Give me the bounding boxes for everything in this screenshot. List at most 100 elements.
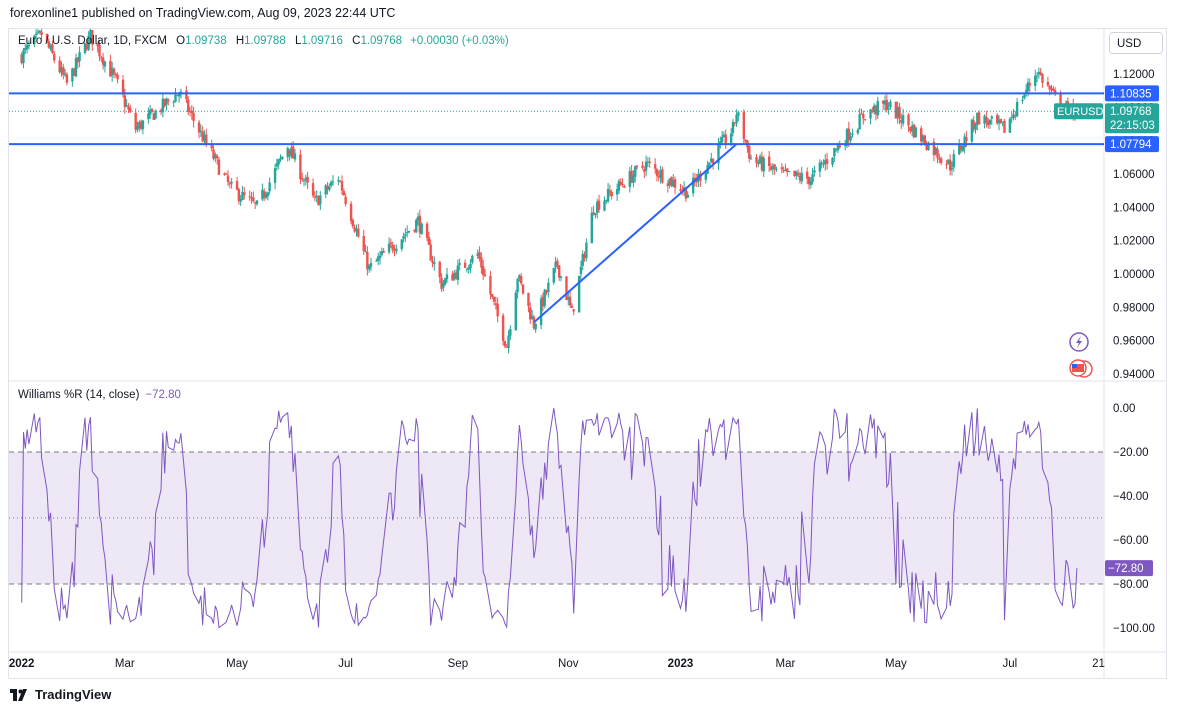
candle-body xyxy=(279,157,282,160)
candle-body xyxy=(655,169,659,176)
candle-body xyxy=(605,200,608,202)
candle-body xyxy=(545,290,548,293)
candle-body xyxy=(822,163,825,165)
candle-body xyxy=(800,173,803,182)
currency-button[interactable]: USD xyxy=(1109,32,1163,54)
candle-body xyxy=(565,276,568,300)
candle-body xyxy=(684,187,688,199)
candle-body xyxy=(959,145,963,150)
price-legend: Euro / U.S. Dollar, 1D, FXCM O1.09738 H1… xyxy=(18,35,509,47)
candle-body xyxy=(433,262,436,264)
candle-body xyxy=(273,168,277,183)
candle-body xyxy=(134,112,137,130)
candle-body xyxy=(212,149,215,159)
candle-body xyxy=(927,142,930,150)
candle-body xyxy=(179,91,183,93)
candle-body xyxy=(382,251,385,253)
candle-body xyxy=(203,134,206,141)
candle-body xyxy=(224,173,228,175)
candle-body xyxy=(150,108,154,112)
symbol-label[interactable]: Euro / U.S. Dollar, 1D, FXCM xyxy=(18,35,167,47)
candle-body xyxy=(577,275,581,313)
candle-body xyxy=(771,165,774,170)
candle-body xyxy=(820,162,823,164)
candle-body xyxy=(89,29,92,37)
candle-body xyxy=(463,262,467,268)
candle-body xyxy=(708,162,711,167)
candle-body xyxy=(744,139,747,142)
candle-body xyxy=(921,135,925,142)
candle-body xyxy=(400,239,403,250)
candle-body xyxy=(389,242,393,244)
candle-body xyxy=(45,33,49,42)
candle-body xyxy=(78,52,81,62)
candle-body xyxy=(103,61,107,67)
candle-body xyxy=(328,186,331,190)
candle-body xyxy=(681,189,684,191)
candle-body xyxy=(293,153,297,160)
time-tick-label: Sep xyxy=(448,658,468,670)
candle-body xyxy=(34,33,38,35)
price-tick-label: 0.96000 xyxy=(1113,336,1155,348)
candle-body xyxy=(96,43,99,47)
candle-body xyxy=(737,112,740,116)
candle-body xyxy=(914,127,917,138)
candle-body xyxy=(874,106,878,114)
level-price-tag: 1.10835 xyxy=(1105,85,1159,102)
candle-body xyxy=(909,127,912,132)
candle-body xyxy=(720,136,724,143)
last-price-value: 1.09768 xyxy=(1110,106,1152,118)
wr-tick-label: −100.00 xyxy=(1113,623,1155,635)
candle-body xyxy=(177,93,181,97)
candle-body xyxy=(1050,88,1053,91)
candle-body xyxy=(556,260,559,266)
candle-body xyxy=(628,171,632,187)
wr-tick-label: 0.00 xyxy=(1113,403,1135,415)
candle-body xyxy=(693,177,697,181)
candle-body xyxy=(456,265,460,281)
candle-body xyxy=(199,130,203,132)
candle-body xyxy=(632,175,635,183)
candle-body xyxy=(1039,72,1042,75)
price-tick-label: 0.94000 xyxy=(1113,369,1155,381)
candle-body xyxy=(572,309,575,312)
candle-body xyxy=(138,122,141,129)
time-axis-labels: 2022 Mar May Jul Sep Nov 2023 Mar May Jul 21 xyxy=(9,658,1105,670)
candle-body xyxy=(729,133,733,143)
candle-body xyxy=(404,234,407,236)
candle-body xyxy=(65,74,69,83)
candle-body xyxy=(811,173,814,183)
candle-body xyxy=(443,278,447,285)
candle-body xyxy=(248,196,251,198)
low-label: L xyxy=(294,35,302,47)
level-tag-bg xyxy=(1105,85,1159,102)
candle-body xyxy=(972,120,975,130)
candle-body xyxy=(306,176,309,183)
candle-body xyxy=(755,157,758,163)
candle-body xyxy=(594,213,597,216)
indicator-name[interactable]: Williams %R (14, close) xyxy=(18,389,140,401)
candle-body xyxy=(139,121,143,129)
candle-body xyxy=(615,189,619,195)
candle-body xyxy=(483,274,487,276)
time-tick-label: 2023 xyxy=(668,658,694,670)
candle-body xyxy=(329,181,333,186)
candle-body xyxy=(58,60,61,73)
candle-body xyxy=(148,109,152,116)
candle-body xyxy=(291,146,295,159)
candle-body xyxy=(123,95,127,108)
candle-body xyxy=(735,114,738,124)
level-tag-label: 1.10835 xyxy=(1110,88,1152,100)
candle-body xyxy=(679,189,682,191)
chart-frame xyxy=(8,28,1167,679)
candle-body xyxy=(451,274,454,281)
price-tick-label: 0.98000 xyxy=(1113,302,1155,314)
tradingview-logo-icon xyxy=(10,688,30,701)
candle-body xyxy=(831,157,834,165)
wr-axis-labels: 0.00 −20.00 −40.00 −60.00 −80.00 −100.00 xyxy=(1113,403,1155,635)
candle-body xyxy=(337,180,340,182)
candle-body xyxy=(717,144,720,164)
candle-body xyxy=(1008,118,1012,133)
candle-body xyxy=(311,183,315,196)
